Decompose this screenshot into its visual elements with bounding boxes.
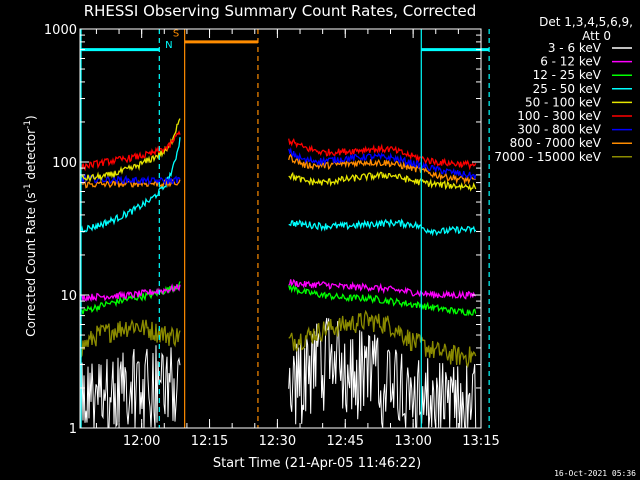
y-tick-label-3: 1000	[44, 23, 77, 38]
series-line-5-seg-0	[80, 283, 181, 303]
footer-timestamp: 16-Oct-2021 05:36	[554, 469, 636, 478]
plot-area	[80, 118, 477, 428]
series-line-4-seg-1	[288, 218, 477, 237]
series-line-1-seg-1	[288, 171, 477, 192]
series-line-0-seg-0	[80, 130, 181, 172]
legend-label-4: 50 - 100 keV	[525, 95, 602, 109]
legend-header-attenuator: Att 0	[582, 29, 611, 43]
x-tick-label-3: 12:45	[327, 434, 364, 449]
legend-label-5: 100 - 300 keV	[517, 109, 601, 123]
series-line-5-seg-1	[288, 278, 476, 300]
x-tick-label-0: 12:00	[123, 434, 160, 449]
series-line-6-seg-1	[288, 284, 477, 317]
legend-label-6: 300 - 800 keV	[517, 123, 601, 137]
legend-label-8: 7000 - 15000 keV	[494, 150, 601, 164]
marker-label-10: S	[173, 28, 179, 39]
x-axis-label: Start Time (21-Apr-05 11:46:22)	[213, 456, 421, 471]
chart-title: RHESSI Observing Summary Count Rates, Co…	[84, 2, 477, 20]
series-line-7-seg-1	[288, 309, 477, 368]
legend-label-2: 12 - 25 keV	[533, 68, 602, 82]
marker-label-9: N	[165, 40, 172, 51]
legend-label-3: 25 - 50 keV	[533, 82, 602, 96]
series-line-0-seg-1	[288, 138, 477, 171]
y-tick-label-2: 100	[52, 156, 77, 171]
x-tick-label-5: 13:15	[462, 434, 499, 449]
legend-label-0: 3 - 6 keV	[548, 41, 602, 55]
series-line-2-seg-0	[80, 173, 181, 187]
series-line-4-seg-0	[80, 137, 181, 233]
series-line-3-seg-1	[288, 153, 476, 185]
series-line-1-seg-0	[80, 118, 181, 183]
series-line-7-seg-0	[80, 318, 181, 358]
legend-label-7: 800 - 7000 keV	[510, 136, 602, 150]
plot-frame	[79, 28, 482, 429]
y-tick-label-1: 10	[60, 289, 77, 304]
x-tick-label-1: 12:15	[191, 434, 228, 449]
legend-header-detectors: Det 1,3,4,5,6,9,	[539, 15, 633, 29]
x-tick-label-2: 12:30	[259, 434, 296, 449]
y-axis-label: Corrected Count Rate (s-1 detector-1)	[23, 115, 38, 336]
axes: 1 10 100 1000 12:00 12:15 12:30 12:45 13:00 13:15	[44, 23, 500, 449]
series-line-2-seg-1	[288, 147, 477, 181]
annotation-layer: NS	[80, 28, 490, 428]
legend-label-1: 6 - 12 keV	[540, 55, 602, 69]
y-tick-label-0: 1	[69, 422, 77, 437]
series-line-8-seg-0	[80, 345, 181, 428]
x-tick-label-4: 13:00	[394, 434, 431, 449]
